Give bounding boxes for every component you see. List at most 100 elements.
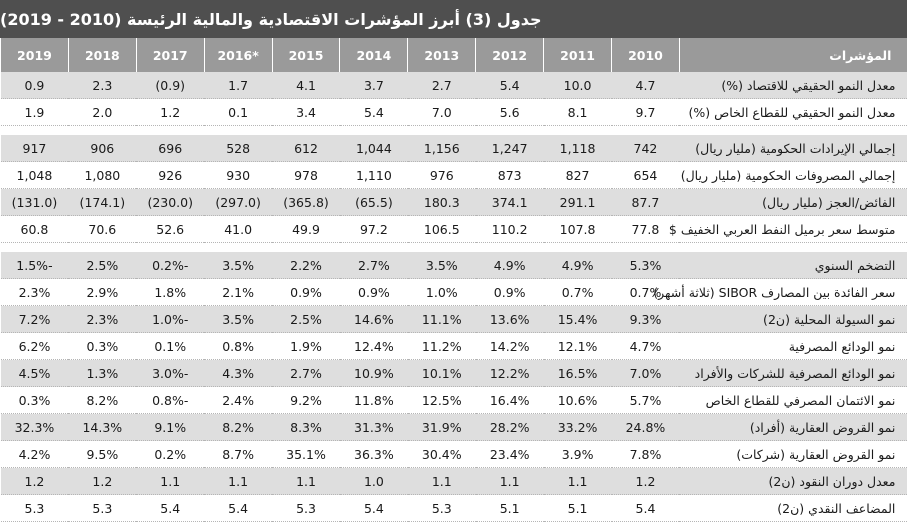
value-cell: 5.1 [544, 495, 612, 522]
value-cell: 6.2% [1, 333, 69, 360]
value-cell: -1.0% [136, 306, 204, 333]
value-cell: 654 [612, 162, 680, 189]
value-cell: 0.2% [136, 441, 204, 468]
value-cell: 5.3 [68, 495, 136, 522]
value-cell: 7.8% [612, 441, 680, 468]
value-cell: 5.4 [340, 99, 408, 126]
value-cell: 5.4 [136, 495, 204, 522]
value-cell: 5.3% [612, 252, 680, 279]
header-year: 2015 [272, 38, 340, 72]
table-row: متوسط سعر برميل النفط العربي الخفيف $77.… [1, 216, 907, 243]
group-spacer [1, 243, 907, 253]
header-year: 2012 [476, 38, 544, 72]
value-cell: 11.2% [408, 333, 476, 360]
value-cell: 1.0% [408, 279, 476, 306]
value-cell: 4.7% [612, 333, 680, 360]
value-cell: 1.1 [136, 468, 204, 495]
value-cell: 9.1% [136, 414, 204, 441]
value-cell: 14.3% [68, 414, 136, 441]
header-year: 2018 [68, 38, 136, 72]
value-cell: 1.7 [204, 72, 272, 99]
table-row: نمو القروض العقارية (شركات)7.8%3.9%23.4%… [1, 441, 907, 468]
indicator-label: نمو القروض العقارية (أفراد) [679, 414, 907, 441]
indicator-label: نمو الودائع المصرفية [679, 333, 907, 360]
header-year: 2019 [1, 38, 69, 72]
value-cell: 8.2% [68, 387, 136, 414]
spacer-cell [1, 243, 907, 253]
value-cell: 2.3% [1, 279, 69, 306]
value-cell: 4.5% [1, 360, 69, 387]
value-cell: 60.8 [1, 216, 69, 243]
value-cell: 97.2 [340, 216, 408, 243]
header-year: 2013 [408, 38, 476, 72]
value-cell: 180.3 [408, 189, 476, 216]
header-indicators: المؤشرات [679, 38, 907, 72]
value-cell: 5.4 [476, 72, 544, 99]
value-cell: 5.3 [272, 495, 340, 522]
value-cell: 1.9 [1, 99, 69, 126]
value-cell: 70.6 [68, 216, 136, 243]
table-row: نمو السيولة المحلية (ن2)9.3%15.4%13.6%11… [1, 306, 907, 333]
value-cell: 1.2 [612, 468, 680, 495]
value-cell: 13.6% [476, 306, 544, 333]
table-row: سعر الفائدة بين المصارف SIBOR (ثلاثة أشه… [1, 279, 907, 306]
value-cell: 1.1 [272, 468, 340, 495]
value-cell: 2.0 [68, 99, 136, 126]
value-cell: (65.5) [340, 189, 408, 216]
value-cell: 1.1 [476, 468, 544, 495]
value-cell: 9.3% [612, 306, 680, 333]
value-cell: 12.4% [340, 333, 408, 360]
value-cell: 7.0 [408, 99, 476, 126]
value-cell: -1.5% [1, 252, 69, 279]
value-cell: 2.5% [272, 306, 340, 333]
value-cell: 1.2 [68, 468, 136, 495]
value-cell: 5.3 [1, 495, 69, 522]
value-cell: 4.9% [476, 252, 544, 279]
value-cell: 1,247 [476, 135, 544, 162]
value-cell: 4.2% [1, 441, 69, 468]
value-cell: 3.9% [544, 441, 612, 468]
value-cell: 873 [476, 162, 544, 189]
value-cell: 28.2% [476, 414, 544, 441]
value-cell: 10.9% [340, 360, 408, 387]
value-cell: 1.1 [544, 468, 612, 495]
value-cell: 827 [544, 162, 612, 189]
value-cell: 0.3% [1, 387, 69, 414]
value-cell: 976 [408, 162, 476, 189]
value-cell: 0.9% [340, 279, 408, 306]
value-cell: 14.6% [340, 306, 408, 333]
value-cell: 87.7 [612, 189, 680, 216]
value-cell: 7.0% [612, 360, 680, 387]
value-cell: 7.2% [1, 306, 69, 333]
value-cell: 1,044 [340, 135, 408, 162]
value-cell: 1.1 [204, 468, 272, 495]
value-cell: (365.8) [272, 189, 340, 216]
spacer-cell [1, 126, 907, 136]
value-cell: 12.1% [544, 333, 612, 360]
value-cell: 978 [272, 162, 340, 189]
value-cell: 2.9% [68, 279, 136, 306]
value-cell: 10.6% [544, 387, 612, 414]
group-spacer [1, 126, 907, 136]
value-cell: 1.9% [272, 333, 340, 360]
indicator-label: متوسط سعر برميل النفط العربي الخفيف $ [679, 216, 907, 243]
value-cell: (131.0) [1, 189, 69, 216]
value-cell: 1.0 [340, 468, 408, 495]
value-cell: 31.9% [408, 414, 476, 441]
value-cell: 30.4% [408, 441, 476, 468]
value-cell: 8.3% [272, 414, 340, 441]
indicator-label: نمو الائتمان المصرفي للقطاع الخاص [679, 387, 907, 414]
value-cell: 906 [68, 135, 136, 162]
value-cell: 2.3% [68, 306, 136, 333]
value-cell: 1.8% [136, 279, 204, 306]
indicator-label: معدل النمو الحقيقي للقطاع الخاص (%) [679, 99, 907, 126]
indicator-label: معدل دوران النقود (ن2) [679, 468, 907, 495]
